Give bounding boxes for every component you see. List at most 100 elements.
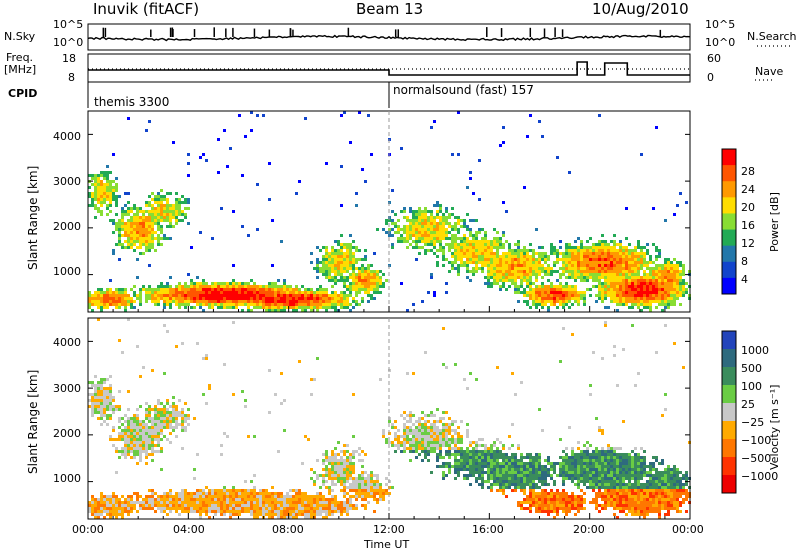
power-cell xyxy=(187,207,190,210)
vel-cell xyxy=(181,447,184,450)
vel-cell xyxy=(532,504,535,507)
vel-cell xyxy=(211,510,214,513)
vel-cell xyxy=(448,423,451,426)
vel-cell xyxy=(166,495,169,498)
power-cell xyxy=(124,291,127,294)
power-cell xyxy=(106,303,109,306)
power-cell xyxy=(247,288,250,291)
power-cell xyxy=(397,228,400,231)
power-cell xyxy=(487,261,490,264)
power-cell xyxy=(406,240,409,243)
vel-cell xyxy=(310,501,313,504)
power-cell xyxy=(457,249,460,252)
vel-cell xyxy=(532,498,535,501)
vel-cell xyxy=(373,486,376,489)
vel-cell xyxy=(121,495,124,498)
power-cell xyxy=(673,285,676,288)
vel-cell xyxy=(409,447,412,450)
vel-cell xyxy=(436,435,439,438)
power-cell xyxy=(190,291,193,294)
power-cell xyxy=(514,282,517,285)
vel-cell xyxy=(211,498,214,501)
power-cell xyxy=(412,216,415,219)
power-cell xyxy=(286,285,289,288)
power-cell xyxy=(529,267,532,270)
power-cell xyxy=(568,246,571,249)
power-cell xyxy=(109,183,112,186)
power-cell xyxy=(292,288,295,291)
power-cell xyxy=(469,258,472,261)
power-cell xyxy=(547,270,550,273)
vel-cell xyxy=(181,498,184,501)
vel-cell xyxy=(145,438,148,441)
power-cell xyxy=(544,300,547,303)
power-cell xyxy=(607,288,610,291)
vel-cell xyxy=(364,477,367,480)
power-cell xyxy=(316,303,319,306)
power-cell xyxy=(616,249,619,252)
power-cell xyxy=(538,273,541,276)
power-cell xyxy=(538,300,541,303)
vel-cell xyxy=(106,504,109,507)
power-cell xyxy=(154,288,157,291)
vel-cell xyxy=(238,498,241,501)
power-cell xyxy=(436,201,439,204)
power-cell xyxy=(670,270,673,273)
vel-cell xyxy=(343,492,346,495)
vel-cell xyxy=(487,468,490,471)
vel-cell xyxy=(316,459,319,462)
power-cell xyxy=(97,195,100,198)
power-cell xyxy=(490,249,493,252)
vel-cell xyxy=(340,477,343,480)
power-cell xyxy=(550,282,553,285)
vel-cell xyxy=(313,498,316,501)
power-cell xyxy=(418,210,421,213)
power-cell xyxy=(673,282,676,285)
power-cell xyxy=(259,306,262,309)
vel-cell xyxy=(412,372,415,375)
vel-cell xyxy=(292,510,295,513)
power-cell xyxy=(316,264,319,267)
vel-cell xyxy=(139,507,142,510)
power-cell xyxy=(325,303,328,306)
vel-cell xyxy=(331,453,334,456)
power-cell xyxy=(346,279,349,282)
power-cell xyxy=(160,294,163,297)
power-cell xyxy=(526,303,529,306)
power-cell xyxy=(220,282,223,285)
power-cell xyxy=(127,297,130,300)
vel-cell xyxy=(343,480,346,483)
power-cell xyxy=(268,300,271,303)
vel-cell xyxy=(181,420,184,423)
power-cell xyxy=(364,255,367,258)
power-cell xyxy=(502,267,505,270)
power-cell xyxy=(166,198,169,201)
vel-cell xyxy=(100,387,103,390)
power-cell xyxy=(115,291,118,294)
vel-cell xyxy=(142,426,145,429)
vel-cell xyxy=(124,507,127,510)
vel-cell xyxy=(169,510,172,513)
power-cell xyxy=(229,297,232,300)
power-cell xyxy=(193,294,196,297)
power-cell xyxy=(409,243,412,246)
vel-cell xyxy=(91,414,94,417)
power-cell xyxy=(157,213,160,216)
power-cell xyxy=(346,300,349,303)
vel-cell xyxy=(406,420,409,423)
power-cell xyxy=(619,267,622,270)
vel-cell xyxy=(253,492,256,495)
power-cell xyxy=(124,297,127,300)
power-cell xyxy=(613,240,616,243)
vel-cell xyxy=(448,468,451,471)
vel-cell xyxy=(526,456,529,459)
power-cell xyxy=(469,243,472,246)
vel-cell xyxy=(139,495,142,498)
vel-cell xyxy=(205,495,208,498)
vel-cell xyxy=(493,477,496,480)
power-cell xyxy=(253,294,256,297)
power-cell xyxy=(277,306,280,309)
vel-cell xyxy=(529,462,532,465)
power-cell xyxy=(493,255,496,258)
vel-cell xyxy=(139,423,142,426)
